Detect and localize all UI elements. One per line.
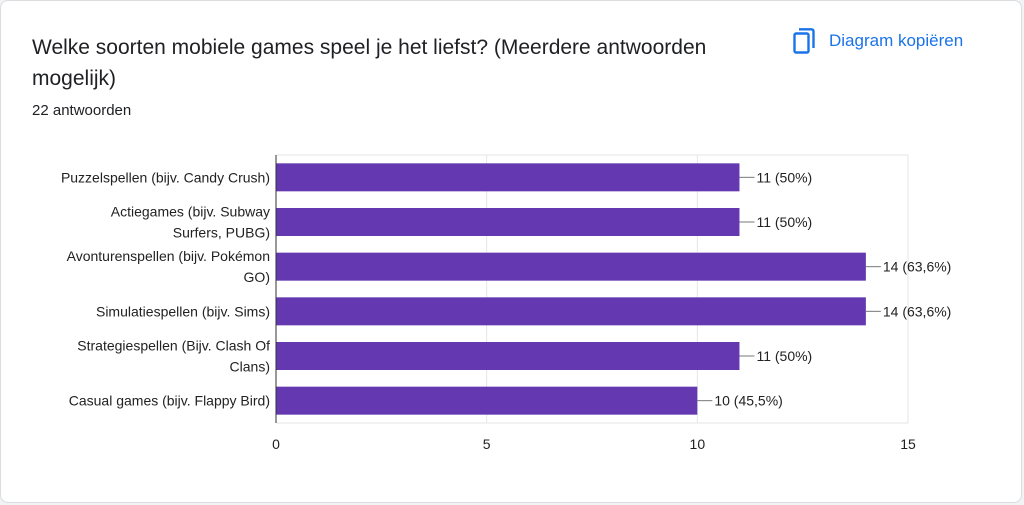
bar [276, 208, 740, 236]
category-label: Puzzelspellen (bijv. Candy Crush) [61, 169, 270, 185]
bar [276, 342, 740, 370]
copy-chart-button[interactable]: Diagram kopiëren [785, 23, 971, 59]
bar [276, 386, 698, 415]
copy-icon [793, 28, 815, 54]
copy-chart-label: Diagram kopiëren [829, 31, 964, 50]
x-tick-label: 10 [690, 436, 706, 452]
x-tick-label: 15 [900, 436, 916, 452]
data-label: 11 (50%) [756, 169, 812, 185]
data-label: 11 (50%) [756, 348, 812, 364]
category-label: Casual games (bijv. Flappy Bird) [69, 393, 270, 409]
data-label: 11 (50%) [756, 214, 812, 230]
response-count: 22 antwoorden [32, 102, 132, 119]
bar [276, 297, 866, 326]
category-label: Avonturenspellen (bijv. Pokémon [67, 248, 270, 264]
bar [276, 252, 866, 281]
data-label: 14 (63,6%) [883, 259, 951, 275]
category-label: Actiegames (bijv. Subway [111, 204, 270, 220]
category-label: Surfers, PUBG) [173, 225, 270, 241]
category-label: Clans) [230, 359, 270, 375]
data-label: 10 (45,5%) [714, 393, 782, 409]
bar [276, 163, 740, 192]
x-tick-label: 0 [272, 436, 280, 452]
category-label: Strategiespellen (Bijv. Clash Of [77, 338, 270, 354]
data-label: 14 (63,6%) [883, 303, 951, 319]
x-tick-label: 5 [483, 436, 491, 452]
category-label: Simulatiespellen (bijv. Sims) [96, 303, 270, 319]
chart-title: Welke soorten mobiele games speel je het… [32, 36, 707, 90]
category-label: GO) [244, 269, 270, 285]
